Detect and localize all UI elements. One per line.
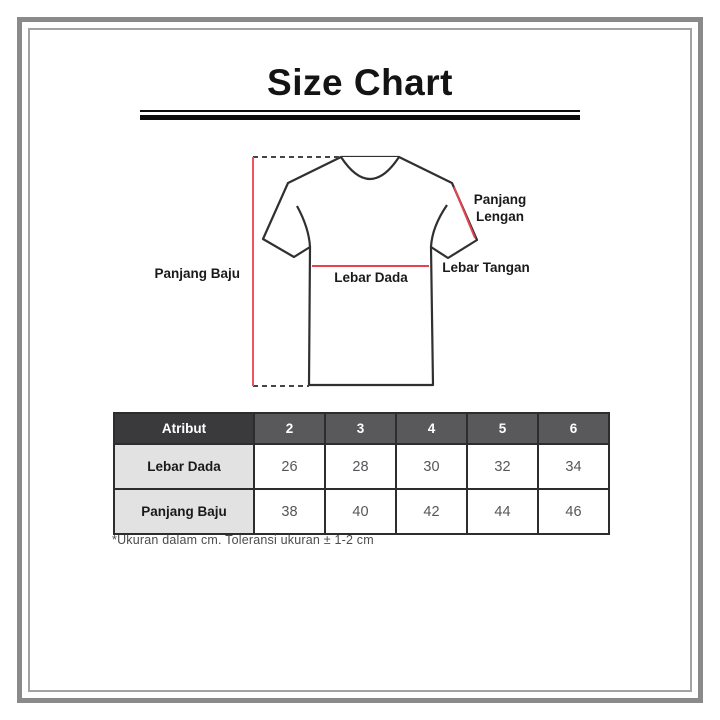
- row-label-lebar-dada: Lebar Dada: [113, 443, 255, 490]
- title-divider: [140, 110, 580, 120]
- tshirt-outline: [261, 155, 479, 387]
- lebar-dada-label: Lebar Dada: [334, 270, 408, 285]
- size-table: Atribut 2 3 4 5 6 Lebar Dada 26 28 30 32…: [113, 412, 610, 535]
- value-cell: 38: [253, 488, 326, 535]
- value-cell: 34: [537, 443, 610, 490]
- value-cell: 32: [466, 443, 539, 490]
- table-row-lebar-dada: Lebar Dada 26 28 30 32 34: [113, 443, 610, 490]
- value-cell: 46: [537, 488, 610, 535]
- header-cell-size-2: 2: [253, 412, 326, 445]
- panjang-lengan-label-line1: Panjang: [474, 192, 527, 207]
- page-title: Size Chart: [267, 62, 453, 103]
- header-cell-size-4: 4: [395, 412, 468, 445]
- value-cell: 26: [253, 443, 326, 490]
- value-cell: 40: [324, 488, 397, 535]
- right-armhole-seam: [429, 204, 448, 248]
- value-cell: 44: [466, 488, 539, 535]
- header-cell-atribut: Atribut: [113, 412, 255, 445]
- table-header-row: Atribut 2 3 4 5 6: [113, 412, 610, 445]
- collar-curve: [340, 156, 400, 181]
- panjang-lengan-measure-line: [453, 186, 476, 239]
- row-label-panjang-baju: Panjang Baju: [113, 488, 255, 535]
- value-cell: 42: [395, 488, 468, 535]
- footnote: *Ukuran dalam cm. Toleransi ukuran ± 1-2…: [112, 533, 374, 547]
- header-cell-size-6: 6: [537, 412, 610, 445]
- table-row-panjang-baju: Panjang Baju 38 40 42 44 46: [113, 488, 610, 535]
- header-cell-size-5: 5: [466, 412, 539, 445]
- panjang-baju-label: Panjang Baju: [154, 266, 240, 281]
- outer-frame: [17, 17, 703, 703]
- panjang-lengan-label-line2: Lengan: [476, 209, 524, 224]
- header-cell-size-3: 3: [324, 412, 397, 445]
- value-cell: 28: [324, 443, 397, 490]
- divider-thick-line: [140, 115, 580, 120]
- lebar-tangan-label: Lebar Tangan: [442, 260, 530, 275]
- left-armhole-seam: [296, 205, 312, 248]
- divider-thin-line: [140, 110, 580, 112]
- tshirt-diagram: Panjang Baju Lebar Dada Panjang Lengan L…: [154, 155, 530, 387]
- inner-frame: [28, 28, 692, 692]
- value-cell: 30: [395, 443, 468, 490]
